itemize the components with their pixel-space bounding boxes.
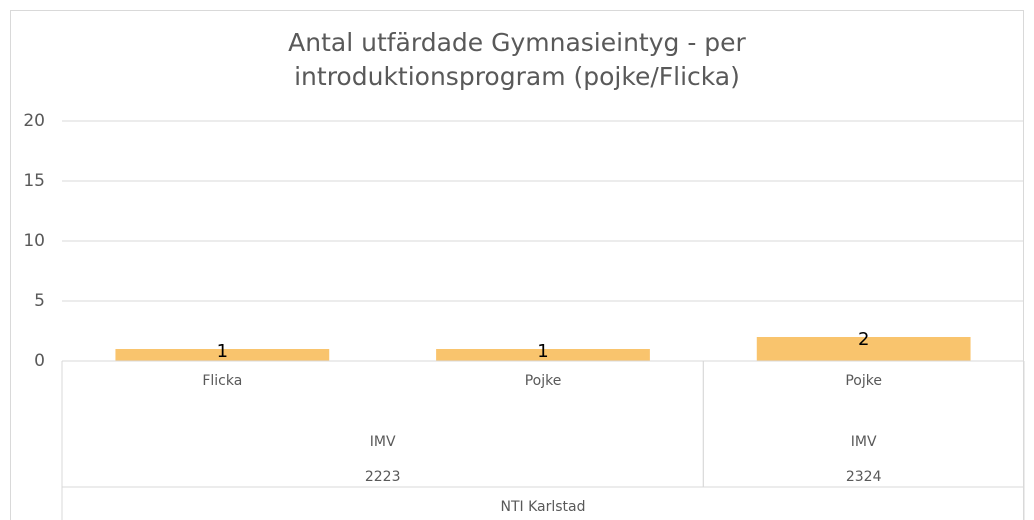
- group-label: IMV: [851, 434, 877, 450]
- chart-border: [10, 10, 1024, 520]
- data-label: 2: [858, 329, 869, 350]
- chart-title: Antal utfärdade Gymnasieintyg - per intr…: [288, 28, 746, 91]
- group-label: 2223: [365, 469, 401, 485]
- bar: [756, 337, 971, 361]
- bar: [115, 349, 330, 361]
- group-label: 2324: [846, 469, 882, 485]
- x-tick-label: Flicka: [202, 373, 242, 389]
- y-tick-label: 5: [34, 291, 45, 311]
- x-tick-label: Pojke: [525, 373, 562, 389]
- group-label: IMV: [370, 434, 396, 450]
- data-label: 1: [537, 341, 548, 362]
- bar: [436, 349, 650, 361]
- group-label: NTI Karlstad: [500, 499, 585, 515]
- y-tick-label: 15: [23, 171, 45, 191]
- y-tick-label: 20: [23, 111, 45, 131]
- y-tick-label: 0: [34, 351, 45, 371]
- x-tick-label: Pojke: [845, 373, 882, 389]
- y-tick-label: 10: [23, 231, 45, 251]
- data-label: 1: [217, 341, 228, 362]
